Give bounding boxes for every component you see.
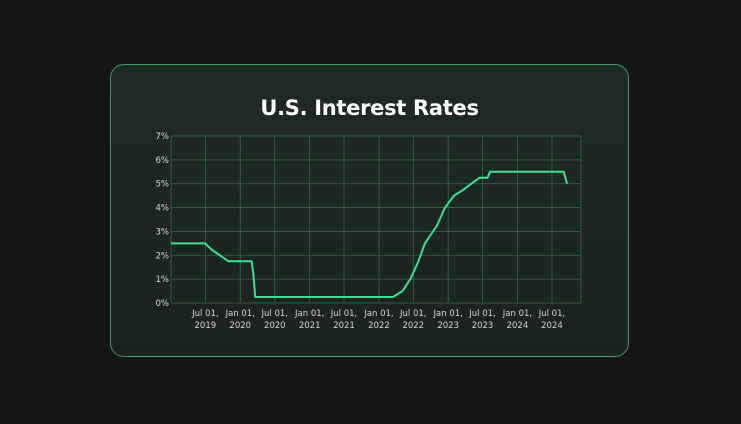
x-tick-label: Jan 01, 2021 bbox=[294, 309, 324, 331]
y-tick-label: 0% bbox=[156, 299, 170, 309]
x-tick-label: Jul 01, 2023 bbox=[468, 309, 495, 331]
x-tick-label: Jan 01, 2023 bbox=[433, 309, 463, 331]
x-tick-label: Jul 01, 2019 bbox=[191, 309, 218, 331]
x-tick-label: Jan 01, 2022 bbox=[363, 309, 393, 331]
x-tick-label: Jan 01, 2020 bbox=[225, 309, 255, 331]
x-tick-label: Jul 01, 2022 bbox=[399, 309, 426, 331]
y-axis-ticks: 0% 1% 2% 3% 4% 5% 6% 7% bbox=[156, 132, 170, 309]
y-tick-label: 5% bbox=[156, 180, 170, 190]
y-tick-label: 4% bbox=[156, 204, 170, 214]
chart-card: U.S. Interest Rates 0% 1% 2% 3% 4% 5% 6% 7% Jul… bbox=[110, 64, 629, 357]
y-tick-label: 6% bbox=[156, 156, 170, 166]
grid-lines bbox=[170, 135, 582, 304]
series-group bbox=[171, 170, 568, 298]
x-axis-ticks: Jul 01, 2019 Jan 01, 2020 Jul 01, 2020 Jan 01,… bbox=[191, 309, 565, 331]
y-tick-label: 3% bbox=[156, 227, 170, 237]
chart-title: U.S. Interest Rates bbox=[260, 96, 479, 120]
x-tick-label: Jul 01, 2021 bbox=[330, 309, 357, 331]
y-tick-label: 7% bbox=[156, 132, 170, 142]
y-tick-label: 2% bbox=[156, 251, 170, 261]
x-tick-label: Jan 01, 2024 bbox=[502, 309, 532, 331]
x-tick-label: Jul 01, 2024 bbox=[538, 309, 565, 331]
x-tick-label: Jul 01, 2020 bbox=[261, 309, 288, 331]
series-line bbox=[171, 170, 568, 298]
y-tick-label: 1% bbox=[156, 275, 170, 285]
